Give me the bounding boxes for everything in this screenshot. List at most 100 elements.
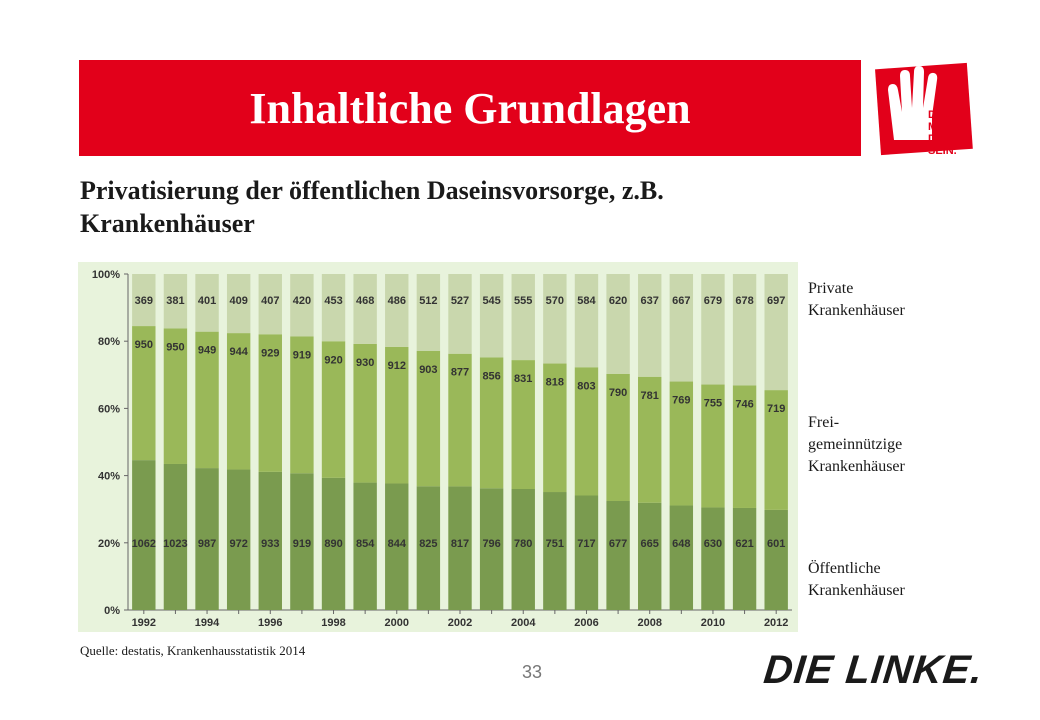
logo-text-2: MUSS [928, 121, 960, 133]
data-label-nonprofit: 790 [609, 387, 627, 399]
data-label-nonprofit: 950 [135, 339, 153, 351]
data-label-nonprofit: 856 [482, 370, 500, 382]
data-label-private: 555 [514, 295, 532, 307]
data-label-private: 545 [482, 295, 500, 307]
bar-segment-public [511, 489, 535, 610]
bar-segment-public [321, 477, 346, 610]
bar-segment-public [732, 507, 757, 610]
slide-title: Inhaltliche Grundlagen [249, 83, 691, 133]
legend-private-line-1: Private [808, 280, 854, 297]
data-label-public: 987 [198, 538, 216, 550]
logo-text-3: DRIN [928, 133, 955, 145]
data-label-nonprofit: 746 [735, 398, 753, 410]
bar-segment-private [448, 274, 472, 354]
data-label-public: 919 [293, 538, 311, 550]
data-label-nonprofit: 755 [704, 398, 722, 410]
data-label-private: 678 [735, 295, 753, 307]
bar-segment-private [479, 274, 504, 358]
data-label-private: 697 [767, 295, 785, 307]
bar-segment-private [701, 274, 725, 385]
legend-public: Öffentliche Krankenhäuser [808, 558, 948, 602]
data-label-private: 620 [609, 295, 627, 307]
x-tick-label: 2002 [448, 617, 472, 629]
data-label-public: 621 [735, 538, 753, 550]
bar-segment-nonprofit [353, 343, 377, 483]
bar-segment-private [543, 274, 567, 364]
y-tick-label: 0% [104, 605, 120, 617]
data-label-nonprofit: 903 [419, 364, 437, 376]
data-label-public: 817 [451, 538, 469, 550]
bar-segment-public [195, 468, 219, 610]
bar-segment-private [574, 274, 599, 368]
bar-segment-nonprofit [511, 360, 535, 490]
x-tick-label: 2010 [701, 617, 725, 629]
data-label-private: 453 [324, 295, 342, 307]
bar-segment-nonprofit [479, 357, 504, 489]
data-label-public: 1023 [163, 538, 187, 550]
data-label-public: 796 [482, 538, 500, 550]
bar-segment-public [132, 460, 156, 610]
bar-segment-nonprofit [638, 376, 662, 503]
data-label-public: 825 [419, 538, 437, 550]
data-label-nonprofit: 803 [577, 380, 595, 392]
bar-segment-private [353, 274, 377, 344]
data-label-nonprofit: 950 [166, 341, 184, 353]
bar-segment-private [606, 274, 630, 374]
stacked-bar-chart: 0% 20% 40% 60% 80% 100% 1062 950 369 1023 950 381 98… [78, 262, 798, 632]
data-label-public: 601 [767, 538, 785, 550]
data-label-private: 401 [198, 295, 216, 307]
data-label-nonprofit: 919 [293, 349, 311, 361]
x-tick-label: 2008 [637, 617, 661, 629]
bar-segment-public [574, 495, 599, 610]
data-label-nonprofit: 818 [546, 377, 564, 389]
bar-segment-public [290, 473, 314, 610]
legend-nonprofit-line-3: Krankenhäuser [808, 458, 905, 475]
data-label-private: 570 [546, 295, 564, 307]
bar-segment-nonprofit [416, 350, 441, 487]
legend-nonprofit: Frei- gemeinnützige Krankenhäuser [808, 412, 948, 478]
data-label-public: 648 [672, 538, 690, 550]
data-label-private: 468 [356, 295, 374, 307]
data-label-public: 1062 [132, 538, 156, 550]
data-label-nonprofit: 920 [324, 354, 342, 366]
bar-segment-private [132, 274, 156, 327]
bar-segment-nonprofit [574, 367, 599, 496]
data-label-public: 854 [356, 538, 375, 550]
y-tick-label: 60% [98, 403, 120, 415]
logo-text-1: DAS [928, 109, 951, 121]
data-label-nonprofit: 929 [261, 347, 279, 359]
data-label-nonprofit: 719 [767, 403, 785, 415]
bar-segment-nonprofit [195, 331, 219, 469]
data-label-private: 584 [577, 295, 596, 307]
bar-segment-private [321, 274, 346, 342]
x-tick-label: 1996 [258, 617, 282, 629]
data-label-nonprofit: 912 [388, 360, 406, 372]
bar-segment-public [226, 469, 251, 610]
data-label-nonprofit: 831 [514, 373, 532, 385]
data-label-public: 630 [704, 538, 722, 550]
x-tick-label: 1994 [195, 617, 220, 629]
bar-segment-public [543, 492, 567, 610]
source-note: Quelle: destatis, Krankenhausstatistik 2… [80, 643, 306, 658]
data-label-nonprofit: 944 [229, 346, 248, 358]
data-label-nonprofit: 930 [356, 357, 374, 369]
bar-segment-nonprofit [732, 385, 757, 508]
data-label-private: 420 [293, 295, 311, 307]
bar-segment-private [764, 274, 788, 391]
bar-segment-private [195, 274, 219, 332]
bar-segment-public [701, 507, 725, 610]
data-label-nonprofit: 769 [672, 395, 690, 407]
data-label-private: 369 [135, 295, 153, 307]
party-logo: DIE LINKE. [761, 648, 986, 692]
legend-private: Private Krankenhäuser [808, 278, 948, 322]
data-label-nonprofit: 949 [198, 345, 216, 357]
bar-segment-private [732, 274, 757, 386]
bar-segment-public [606, 501, 630, 610]
data-label-private: 527 [451, 295, 469, 307]
bar-segment-nonprofit [258, 334, 282, 472]
data-label-nonprofit: 877 [451, 367, 469, 379]
bar-segment-nonprofit [543, 363, 567, 493]
data-label-public: 972 [229, 538, 247, 550]
data-label-private: 667 [672, 295, 690, 307]
legend-public-line-2: Krankenhäuser [808, 582, 905, 599]
